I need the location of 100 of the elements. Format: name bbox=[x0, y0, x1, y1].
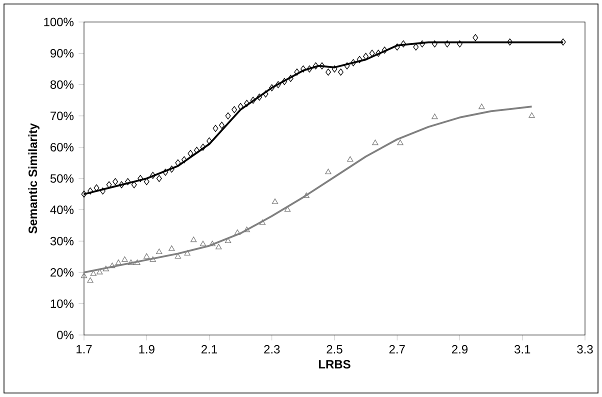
point bbox=[306, 65, 312, 72]
point bbox=[238, 102, 244, 110]
x-tick-label: 2.1 bbox=[202, 345, 218, 354]
point bbox=[224, 238, 232, 244]
x-tick-label: 3.3 bbox=[577, 345, 593, 354]
point bbox=[560, 38, 566, 46]
x-axis-title: LRBS bbox=[318, 360, 350, 369]
point bbox=[376, 50, 382, 57]
point bbox=[472, 34, 478, 42]
point bbox=[275, 81, 281, 88]
point bbox=[144, 178, 150, 186]
y-tick-label: 40% bbox=[50, 206, 74, 214]
point bbox=[188, 150, 194, 157]
point bbox=[250, 96, 256, 104]
y-tick-label: 80% bbox=[50, 80, 74, 89]
point bbox=[369, 50, 375, 57]
point bbox=[219, 122, 225, 129]
x-tick-label: 1.7 bbox=[76, 345, 92, 354]
point bbox=[269, 84, 275, 92]
point bbox=[212, 124, 218, 132]
point bbox=[282, 78, 288, 86]
point bbox=[168, 166, 174, 173]
point bbox=[303, 192, 310, 198]
point bbox=[344, 62, 350, 70]
point bbox=[106, 181, 112, 188]
point bbox=[262, 90, 268, 98]
point bbox=[326, 68, 331, 76]
point bbox=[190, 236, 197, 242]
point bbox=[94, 184, 100, 192]
point bbox=[432, 114, 438, 120]
x-tick-label: 2.3 bbox=[264, 345, 280, 354]
point bbox=[332, 65, 338, 72]
point bbox=[112, 178, 118, 186]
point bbox=[156, 174, 162, 182]
point bbox=[125, 178, 131, 186]
point bbox=[413, 44, 419, 51]
point bbox=[419, 40, 425, 48]
x-tick-label: 2.9 bbox=[452, 345, 468, 354]
point bbox=[325, 168, 332, 174]
point bbox=[100, 187, 106, 195]
point bbox=[162, 168, 168, 176]
point bbox=[80, 272, 88, 278]
point bbox=[194, 146, 200, 154]
point bbox=[81, 190, 87, 198]
y-tick-label: 70% bbox=[50, 112, 74, 120]
point bbox=[138, 174, 144, 182]
y-tick-label: 60% bbox=[50, 142, 74, 152]
y-tick-label: 10% bbox=[50, 299, 74, 308]
point bbox=[478, 104, 485, 110]
point bbox=[200, 240, 206, 246]
point bbox=[356, 56, 362, 64]
point bbox=[244, 100, 250, 107]
point bbox=[216, 244, 222, 250]
point bbox=[444, 40, 450, 48]
point bbox=[200, 144, 206, 151]
point bbox=[134, 259, 140, 265]
point bbox=[397, 140, 404, 146]
point bbox=[256, 94, 262, 101]
point bbox=[528, 112, 535, 118]
y-tick-label: 20% bbox=[50, 268, 74, 277]
y-tick-label: 90% bbox=[50, 49, 74, 58]
point bbox=[87, 277, 94, 283]
point bbox=[206, 137, 212, 144]
y-tick-label: 100% bbox=[44, 18, 74, 26]
point bbox=[350, 59, 356, 66]
point bbox=[382, 46, 388, 54]
point bbox=[88, 187, 94, 195]
point bbox=[90, 270, 97, 276]
point bbox=[272, 198, 278, 204]
point bbox=[225, 112, 231, 120]
y-tick-label: 30% bbox=[50, 236, 74, 246]
point bbox=[432, 40, 438, 48]
point bbox=[312, 62, 318, 70]
point bbox=[115, 259, 122, 265]
point bbox=[184, 250, 190, 256]
x-tick-label: 3.1 bbox=[514, 345, 530, 354]
point bbox=[300, 65, 306, 72]
point bbox=[156, 248, 162, 254]
point bbox=[175, 159, 181, 166]
x-tick-label: 1.9 bbox=[139, 345, 154, 354]
point bbox=[150, 256, 156, 262]
point bbox=[174, 253, 182, 259]
point bbox=[284, 206, 291, 212]
y-axis-title: Semantic Similarity bbox=[28, 123, 40, 234]
x-tick-label: 2.7 bbox=[389, 345, 405, 354]
point bbox=[144, 253, 150, 259]
point bbox=[319, 62, 325, 70]
point bbox=[109, 262, 116, 268]
point bbox=[118, 181, 124, 188]
point bbox=[259, 219, 266, 225]
point bbox=[507, 38, 513, 46]
point bbox=[168, 245, 175, 251]
point bbox=[457, 40, 462, 48]
point bbox=[150, 172, 156, 179]
point bbox=[232, 106, 238, 114]
point bbox=[122, 256, 128, 262]
point bbox=[244, 226, 250, 232]
point bbox=[338, 68, 344, 76]
point bbox=[131, 181, 137, 188]
point bbox=[234, 229, 241, 235]
